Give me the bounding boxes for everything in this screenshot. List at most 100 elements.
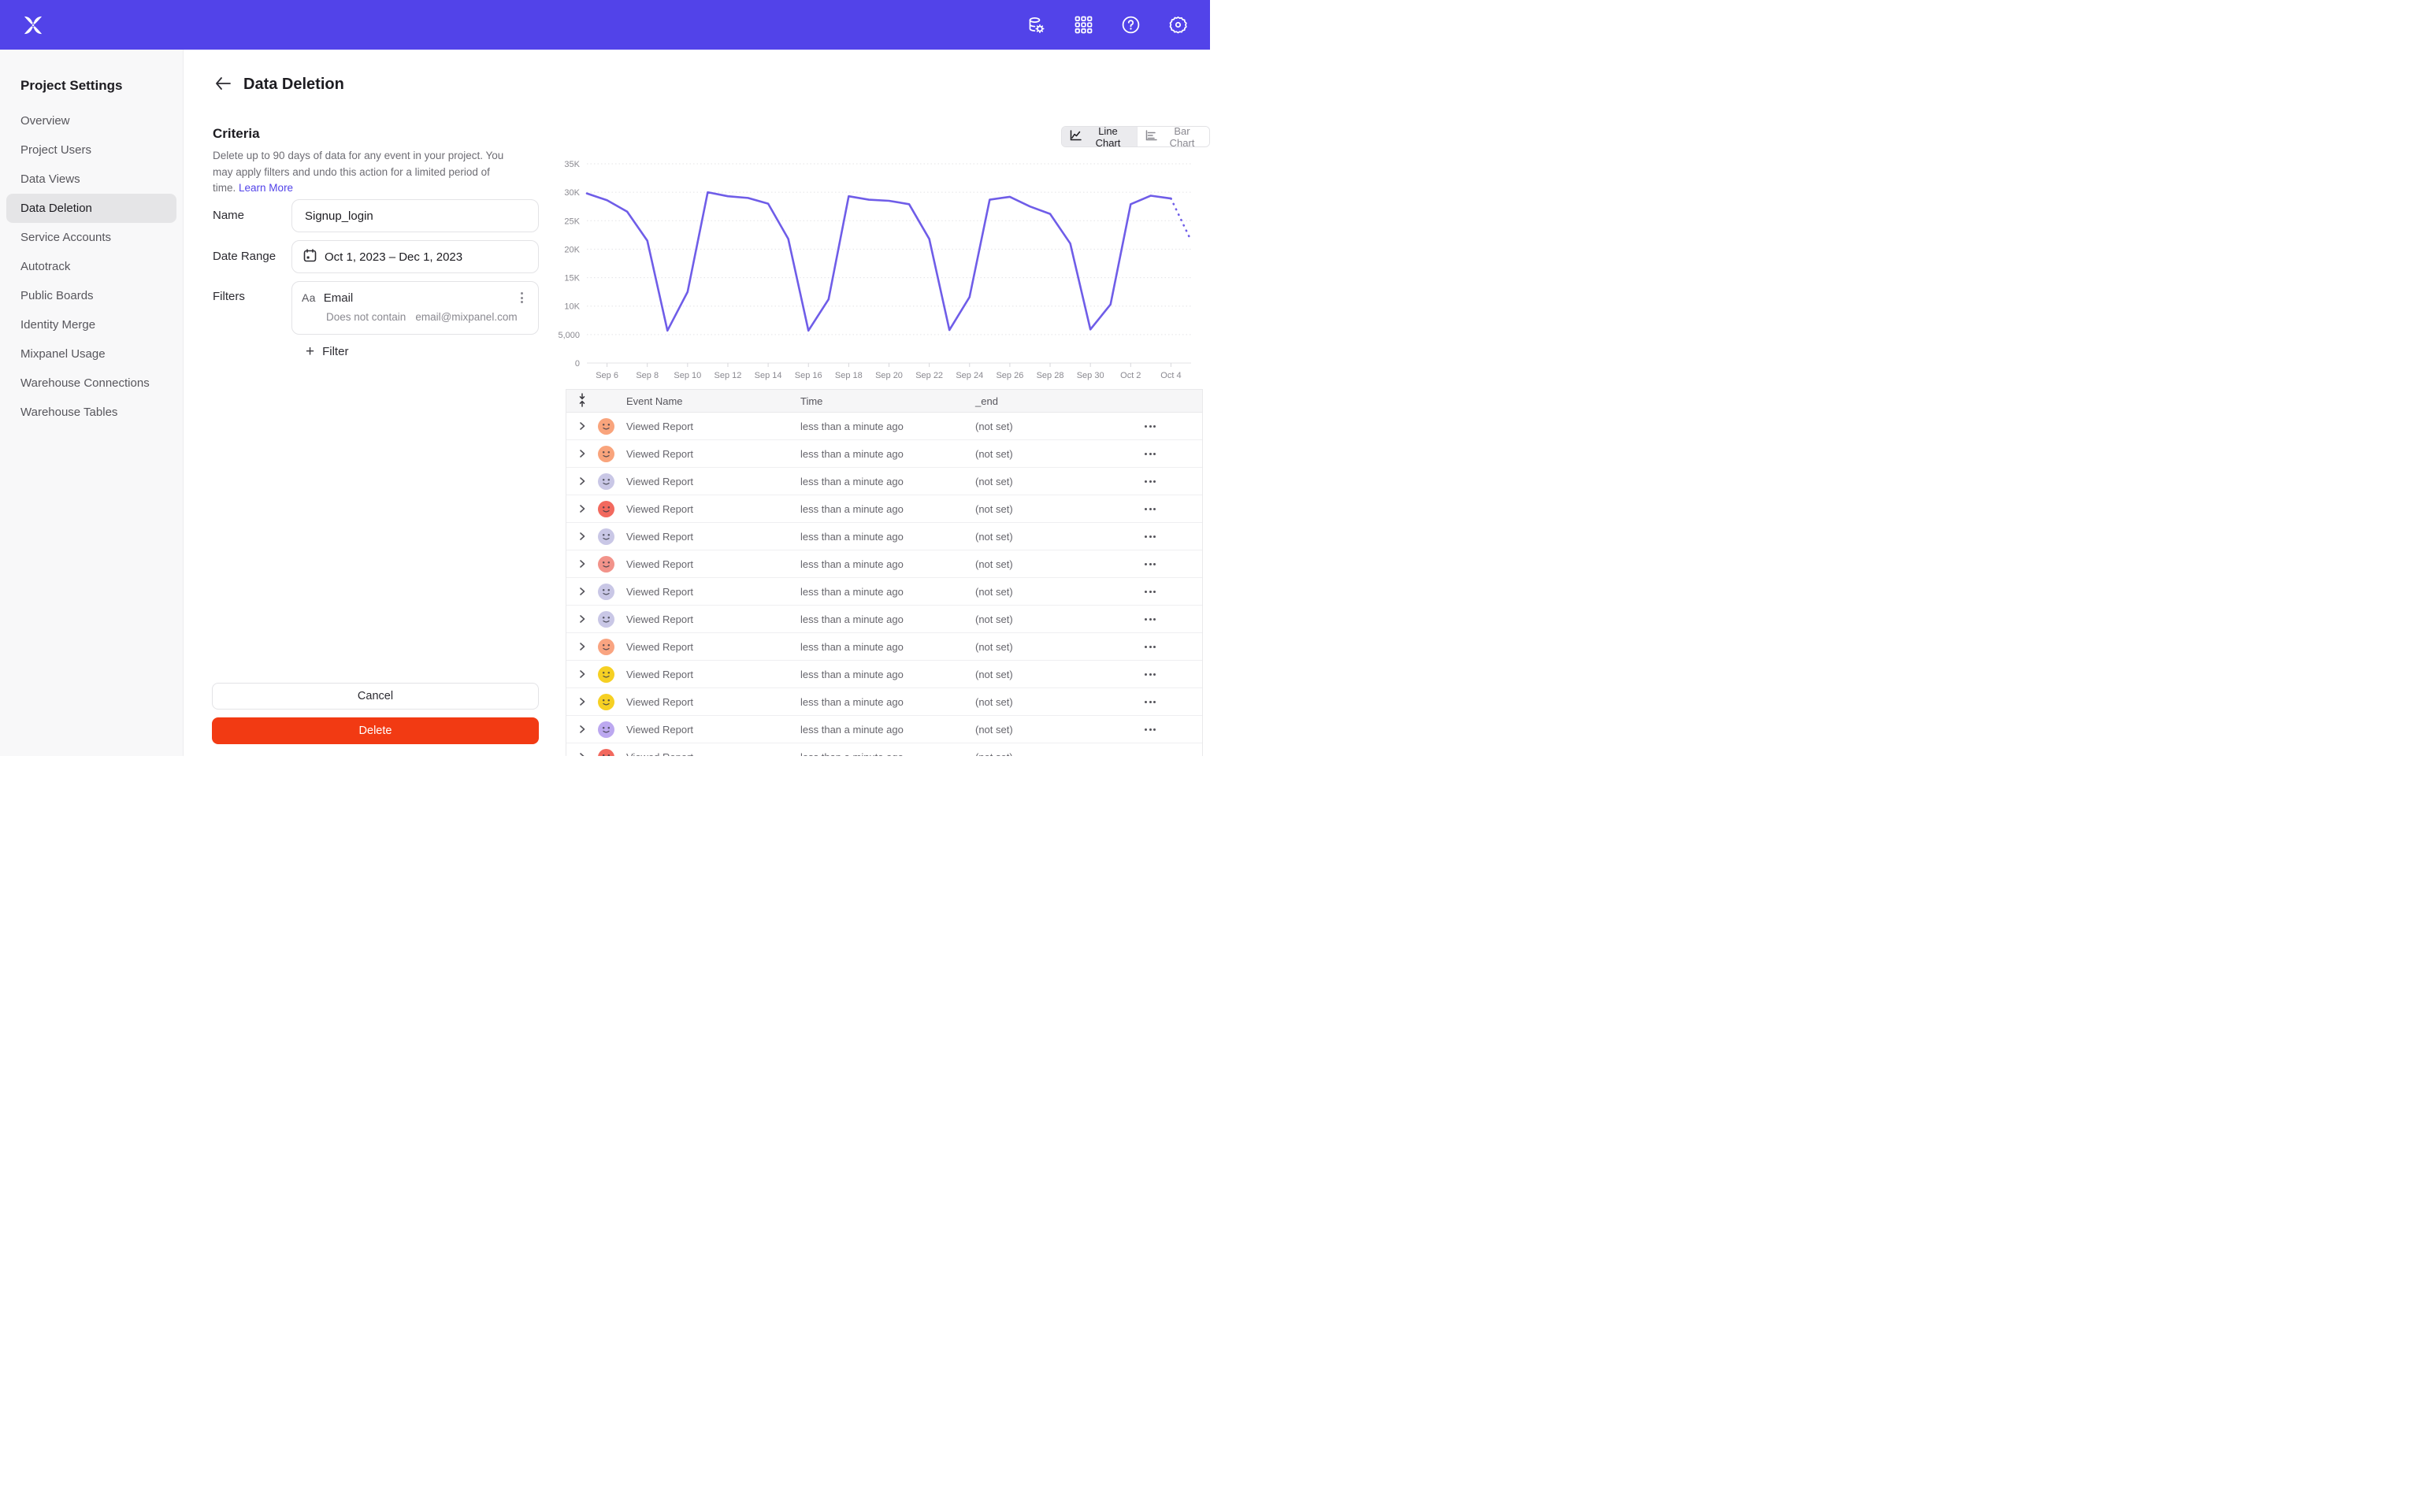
table-row[interactable]: Viewed Report less than a minute ago (not … [566,523,1202,550]
row-actions-button[interactable] [1142,643,1158,650]
row-expand-chevron[interactable] [576,558,588,570]
sidebar-item-label: Warehouse Connections [20,376,150,390]
sidebar-item-identity-merge[interactable]: Identity Merge [6,310,176,339]
top-nav-icons [1026,0,1188,50]
event-name-cell: Viewed Report [626,696,694,708]
table-row[interactable]: Viewed Report less than a minute ago (not … [566,716,1202,743]
table-row[interactable]: Viewed Report less than a minute ago (not … [566,688,1202,716]
svg-text:0: 0 [575,359,580,369]
row-expand-chevron[interactable] [576,447,588,460]
criteria-description-text: Delete up to 90 days of data for any eve… [213,150,504,195]
table-header: Event Name Time _end [566,390,1202,413]
row-actions-button[interactable] [1142,616,1158,623]
sidebar-item-mixpanel-usage[interactable]: Mixpanel Usage [6,339,176,369]
time-cell: less than a minute ago [800,724,904,736]
sidebar-item-warehouse-tables[interactable]: Warehouse Tables [6,398,176,427]
table-row[interactable]: Viewed Report less than a minute ago (not … [566,550,1202,578]
cancel-button[interactable]: Cancel [212,683,539,710]
svg-text:15K: 15K [564,274,580,284]
row-actions-button[interactable] [1142,561,1158,568]
back-button[interactable] [214,76,232,94]
row-expand-chevron[interactable] [576,695,588,708]
end-cell: (not set) [975,503,1013,515]
svg-text:5,000: 5,000 [558,331,580,340]
table-row[interactable]: Viewed Report less than a minute ago (not … [566,413,1202,440]
delete-button[interactable]: Delete [212,717,539,744]
table-row[interactable]: Viewed Report less than a minute ago (not … [566,495,1202,523]
name-label: Name [213,209,245,222]
learn-more-link[interactable]: Learn More [239,182,294,195]
event-name-cell: Viewed Report [626,558,694,570]
sidebar-item-warehouse-connections[interactable]: Warehouse Connections [6,369,176,398]
row-expand-chevron[interactable] [576,585,588,598]
row-expand-chevron[interactable] [576,723,588,736]
filter-card: Aa Email Does not contain email@mixpanel… [291,281,539,335]
sidebar-title: Project Settings [20,78,123,93]
row-expand-chevron[interactable] [576,613,588,625]
name-input[interactable] [291,199,539,232]
row-actions-button[interactable] [1142,726,1158,733]
sort-icon[interactable] [576,392,588,410]
add-filter-button[interactable]: + Filter [306,344,348,359]
row-expand-chevron[interactable] [576,750,588,756]
sidebar-item-label: Data Deletion [20,202,92,215]
end-cell: (not set) [975,421,1013,432]
row-actions-button[interactable] [1142,506,1158,513]
end-cell: (not set) [975,724,1013,736]
svg-text:Sep 26: Sep 26 [996,371,1023,380]
sidebar-item-project-users[interactable]: Project Users [6,135,176,165]
end-cell: (not set) [975,531,1013,543]
svg-text:Sep 18: Sep 18 [835,371,863,380]
row-actions-button[interactable] [1142,754,1158,756]
date-range-field[interactable]: Oct 1, 2023 – Dec 1, 2023 [291,240,539,273]
apps-grid-icon[interactable] [1073,15,1093,35]
mixpanel-logo[interactable] [22,14,44,36]
row-actions-button[interactable] [1142,588,1158,595]
user-avatar [598,556,614,573]
row-actions-button[interactable] [1142,423,1158,430]
row-expand-chevron[interactable] [576,502,588,515]
table-row[interactable]: Viewed Report less than a minute ago (not … [566,468,1202,495]
row-expand-chevron[interactable] [576,668,588,680]
row-expand-chevron[interactable] [576,420,588,432]
row-actions-button[interactable] [1142,450,1158,458]
table-row[interactable]: Viewed Report less than a minute ago (not … [566,661,1202,688]
table-row[interactable]: Viewed Report less than a minute ago (not … [566,743,1202,756]
user-avatar [598,611,614,628]
filter-property-row[interactable]: Aa Email [302,290,529,306]
row-actions-button[interactable] [1142,671,1158,678]
help-icon[interactable] [1120,15,1141,35]
time-cell: less than a minute ago [800,613,904,625]
filter-operator: Does not contain [326,311,406,323]
line-chart-toggle[interactable]: Line Chart [1062,127,1137,146]
row-expand-chevron[interactable] [576,640,588,653]
row-actions-button[interactable] [1142,478,1158,485]
time-cell: less than a minute ago [800,669,904,680]
filter-property: Email [323,291,354,305]
row-actions-button[interactable] [1142,699,1158,706]
row-actions-button[interactable] [1142,533,1158,540]
table-row[interactable]: Viewed Report less than a minute ago (not … [566,633,1202,661]
time-cell: less than a minute ago [800,448,904,460]
sidebar-item-data-views[interactable]: Data Views [6,165,176,194]
user-avatar [598,473,614,490]
sidebar-item-data-deletion[interactable]: Data Deletion [6,194,176,223]
sidebar-item-label: Identity Merge [20,318,96,332]
sidebar-item-service-accounts[interactable]: Service Accounts [6,223,176,252]
table-row[interactable]: Viewed Report less than a minute ago (not … [566,440,1202,468]
table-row[interactable]: Viewed Report less than a minute ago (not … [566,606,1202,633]
data-management-icon[interactable] [1026,15,1046,35]
table-row[interactable]: Viewed Report less than a minute ago (not … [566,578,1202,606]
sidebar-item-public-boards[interactable]: Public Boards [6,281,176,310]
filter-condition-row[interactable]: Does not contain email@mixpanel.com [326,311,529,323]
sidebar-nav: Overview Project Users Data Views Data Dele… [0,106,183,427]
filter-menu-button[interactable] [514,290,529,306]
sidebar-item-autotrack[interactable]: Autotrack [6,252,176,281]
time-cell: less than a minute ago [800,503,904,515]
settings-icon[interactable] [1167,15,1188,35]
row-expand-chevron[interactable] [576,475,588,487]
time-cell: less than a minute ago [800,696,904,708]
sidebar-item-overview[interactable]: Overview [6,106,176,135]
bar-chart-toggle[interactable]: Bar Chart [1136,127,1209,146]
row-expand-chevron[interactable] [576,530,588,543]
